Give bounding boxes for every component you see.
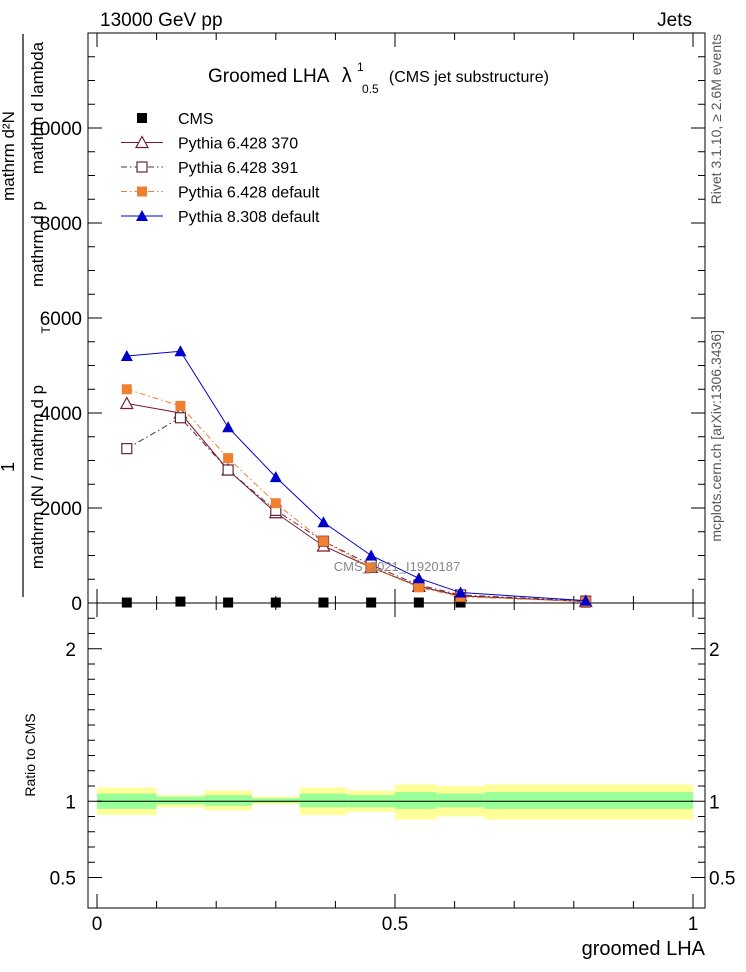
main-ytick-label: 0 <box>71 594 82 615</box>
ratio-ytick-label-right: 2 <box>709 640 720 661</box>
point-pdefault <box>318 536 329 547</box>
point-p8 <box>454 586 467 598</box>
point-pdefault <box>175 400 186 411</box>
legend-marker <box>134 135 150 149</box>
legend-label: Pythia 6.428 default <box>178 185 320 202</box>
title-sup: 1 <box>357 60 364 74</box>
watermark: CMS_2021_I1920187 <box>334 559 461 574</box>
legend-label: CMS <box>178 111 214 128</box>
point-p8 <box>269 471 282 483</box>
ylabel-denom-tail: mathrm d lambda <box>28 41 47 174</box>
legend-marker <box>136 161 148 173</box>
point-p370 <box>119 396 134 410</box>
title-lambda: λ <box>342 65 352 87</box>
header-left: 13000 GeV pp <box>100 10 223 31</box>
band-inner <box>436 793 485 808</box>
plot-title: Groomed LHA λ 1 0.5 (CMS jet substructur… <box>208 55 549 98</box>
legend-label: Pythia 6.428 370 <box>178 136 298 153</box>
ratio-xtick-label: 0.5 <box>382 914 408 935</box>
band-inner <box>251 798 300 803</box>
point-cms <box>175 596 186 607</box>
point-pdefault <box>223 453 234 464</box>
point-pdefault <box>121 384 132 395</box>
title-main: Groomed LHA <box>208 66 330 87</box>
main-ytick-label: 2000 <box>40 499 82 520</box>
point-cms <box>223 597 234 608</box>
ylabel-denom: mathrm d p <box>28 201 47 287</box>
point-p8 <box>365 549 378 561</box>
point-p391 <box>222 464 234 476</box>
point-p391 <box>121 443 133 455</box>
series-line-pdefault <box>126 388 586 603</box>
legend-marker <box>137 113 147 123</box>
point-p8 <box>412 572 425 584</box>
ylabel-one: 1 <box>0 462 18 472</box>
band-inner <box>299 793 348 808</box>
ratio-ytick-label: 0.5 <box>50 869 76 890</box>
rivet-label: Rivet 3.1.10, ≥ 2.6M events <box>708 34 724 204</box>
point-cms <box>318 597 329 608</box>
point-p8 <box>222 421 235 433</box>
legend-label: Pythia 8.308 default <box>178 209 320 226</box>
ratio-ytick-label-right: 1 <box>709 792 720 813</box>
point-pdefault <box>270 498 281 509</box>
point-cms <box>121 597 132 608</box>
legend-marker <box>137 186 147 197</box>
ratio-ytick-label-right: 0.5 <box>709 869 735 890</box>
point-cms <box>366 597 377 608</box>
main-panel: 0 2000 4000 6000 8000 10000 <box>29 33 705 615</box>
mcplots-label: mcplots.cern.ch [arXiv:1306.3436] <box>708 330 724 542</box>
point-cms <box>455 597 466 608</box>
band-inner <box>484 792 693 809</box>
series-line-p391 <box>126 417 586 602</box>
point-p8 <box>120 350 133 361</box>
main-ytick-label: 6000 <box>40 309 82 330</box>
point-p8 <box>317 516 330 528</box>
title-sub: 0.5 <box>362 82 379 96</box>
band-inner <box>395 792 437 809</box>
point-cms <box>413 597 424 608</box>
point-pdefault <box>366 562 377 573</box>
ylabel-bottom: mathrm dN / mathrm d p <box>28 385 47 569</box>
ratio-ytick-label: 1 <box>65 792 76 813</box>
x-axis-label: groomed LHA <box>582 938 706 960</box>
main-y-label: 1 mathrm dN / mathrm d p mathrm d²N math… <box>0 34 53 597</box>
ylabel-top: mathrm d²N <box>0 111 18 201</box>
point-p8 <box>174 345 187 357</box>
ratio-xtick-label: 1 <box>688 914 699 935</box>
point-pdefault <box>413 582 424 593</box>
ratio-xtick-label: 0 <box>92 914 103 935</box>
legend-marker <box>136 210 148 221</box>
ratio-y-label: Ratio to CMS <box>22 713 38 796</box>
main-ytick-label: 4000 <box>40 404 82 425</box>
point-p391 <box>174 412 187 424</box>
band-inner <box>156 796 205 805</box>
main-ytick-label: 10000 <box>29 119 82 140</box>
point-cms <box>270 597 281 608</box>
band-inner <box>204 795 252 806</box>
ratio-panel: 0.5 0.5 1 1 2 2 0 0.5 1 <box>50 603 735 935</box>
main-ytick-label: 8000 <box>40 214 82 235</box>
legend-label: Pythia 6.428 391 <box>178 160 298 177</box>
ylabel-T: T <box>39 326 53 334</box>
ratio-ytick-label: 2 <box>65 640 76 661</box>
title-suffix: (CMS jet substructure) <box>389 69 549 86</box>
header-right: Jets <box>657 10 692 31</box>
point-p8 <box>579 594 592 606</box>
legend: CMS Pythia 6.428 370 Pythia 6.428 391 Pythi… <box>121 111 320 226</box>
ratio-frame <box>87 602 706 909</box>
